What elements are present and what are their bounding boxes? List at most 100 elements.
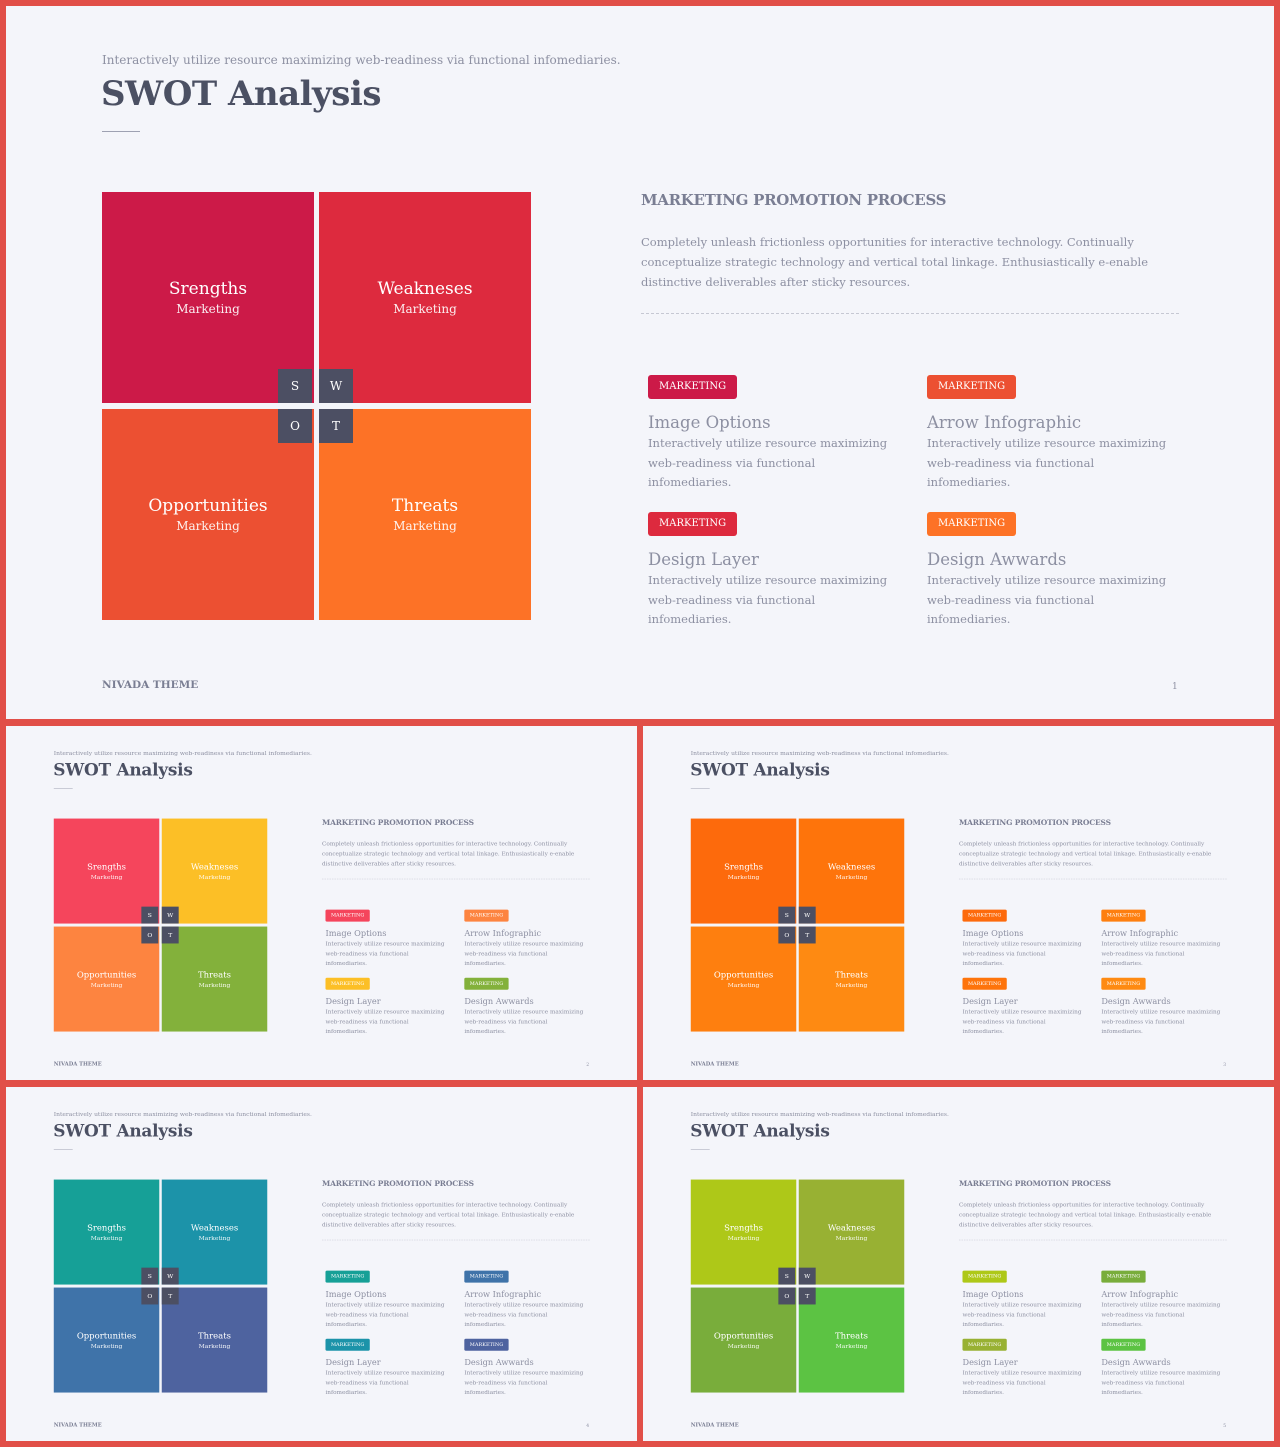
quadrant-title: Srengths <box>724 1222 763 1233</box>
quadrant-subtitle: Marketing <box>198 1342 231 1350</box>
quadrant-subtitle: Marketing <box>198 981 231 989</box>
slide-title: SWOT Analysis <box>690 759 830 780</box>
quadrant-subtitle: Marketing <box>835 981 868 989</box>
feature-title: Design Awwards <box>1101 1357 1171 1368</box>
feature-item: MARKETING Design Layer Interactively uti… <box>325 977 449 1036</box>
marketing-badge: MARKETING <box>648 375 738 399</box>
feature-description: Interactively utilize resource maximizin… <box>927 436 1167 489</box>
quadrant-subtitle: Marketing <box>90 981 123 989</box>
slide-thumbnail[interactable]: Interactively utilize resource maximizin… <box>6 726 637 1080</box>
feature-title: Design Awwards <box>464 996 534 1007</box>
feature-title: Design Awwards <box>927 550 1067 569</box>
quadrant-title: Opportunities <box>713 1330 774 1341</box>
swot-letter-t: T <box>798 926 816 944</box>
slide-thumbnail[interactable]: Interactively utilize resource maximizin… <box>6 1087 637 1441</box>
quadrant-title: Weakneses <box>827 1222 876 1233</box>
quadrant-title: Srengths <box>87 1222 126 1233</box>
feature-item: MARKETING Arrow Infographic Interactivel… <box>464 1270 588 1329</box>
slide-thumbnail[interactable]: Interactively utilize resource maximizin… <box>643 726 1274 1080</box>
slide-subtitle: Interactively utilize resource maximizin… <box>53 1110 312 1118</box>
quadrant-title: Opportunities <box>148 495 268 516</box>
quadrant-title: Threats <box>835 1330 868 1341</box>
quadrant-subtitle: Marketing <box>727 1234 760 1242</box>
quadrant-opportunities: Opportunities Marketing <box>690 1287 797 1393</box>
swot-letter-w: W <box>798 1267 816 1285</box>
quadrant-subtitle: Marketing <box>176 301 240 316</box>
feature-description: Interactively utilize resource maximizin… <box>1101 939 1221 967</box>
feature-title: Arrow Infographic <box>464 1289 542 1299</box>
feature-title: Design Layer <box>325 1357 381 1368</box>
swot-letter-o: O <box>141 926 159 944</box>
slide-title: SWOT Analysis <box>101 74 382 114</box>
feature-item: MARKETING Arrow Infographic Interactivel… <box>1101 909 1225 968</box>
feature-title: Design Layer <box>325 996 381 1007</box>
quadrant-title: Weakneses <box>190 861 239 872</box>
swot-letter-s: S <box>141 906 159 924</box>
feature-item: MARKETING Arrow Infographic Interactivel… <box>464 909 588 968</box>
feature-title: Design Awwards <box>464 1357 534 1368</box>
feature-description: Interactively utilize resource maximizin… <box>325 1369 445 1396</box>
feature-item: MARKETING Design Layer Interactively uti… <box>325 1338 449 1397</box>
feature-description: Interactively utilize resource maximizin… <box>464 1300 584 1328</box>
quadrant-subtitle: Marketing <box>393 518 457 533</box>
process-description: Completely unleash frictionless opportun… <box>321 839 575 867</box>
feature-description: Interactively utilize resource maximizin… <box>648 436 888 489</box>
quadrant-threats: Threats Marketing <box>161 926 268 1032</box>
marketing-badge: MARKETING <box>962 909 1007 922</box>
quadrant-opportunities: Opportunities Marketing <box>690 926 797 1032</box>
quadrant-weaknesses: Weakneses Marketing <box>161 1179 268 1285</box>
slide-main[interactable]: Interactively utilize resource maximizin… <box>6 6 1274 719</box>
marketing-badge: MARKETING <box>325 1338 370 1351</box>
marketing-badge: MARKETING <box>962 1338 1007 1351</box>
swot-letter-s: S <box>778 906 796 924</box>
footer-brand: NIVADA THEME <box>690 1421 739 1428</box>
quadrant-threats: Threats Marketing <box>319 409 531 620</box>
page-number: 4 <box>586 1423 590 1429</box>
slide-subtitle: Interactively utilize resource maximizin… <box>690 1110 949 1118</box>
quadrant-title: Srengths <box>87 861 126 872</box>
quadrant-weaknesses: Weakneses Marketing <box>319 192 531 403</box>
feature-description: Interactively utilize resource maximizin… <box>962 1369 1082 1396</box>
feature-description: Interactively utilize resource maximizin… <box>1101 1369 1221 1396</box>
swot-letter-t: T <box>798 1287 816 1305</box>
quadrant-strengths: Srengths Marketing <box>53 1179 160 1285</box>
marketing-badge: MARKETING <box>1101 1270 1146 1283</box>
quadrant-weaknesses: Weakneses Marketing <box>161 818 268 924</box>
feature-title: Image Options <box>962 928 1024 938</box>
slide-canvas: Interactively utilize resource maximizin… <box>6 1087 637 1441</box>
process-heading: MARKETING PROMOTION PROCESS <box>958 1179 1111 1189</box>
slide-canvas: Interactively utilize resource maximizin… <box>6 726 637 1080</box>
quadrant-subtitle: Marketing <box>835 873 868 881</box>
feature-description: Interactively utilize resource maximizin… <box>648 573 888 626</box>
quadrant-subtitle: Marketing <box>393 301 457 316</box>
feature-title: Design Layer <box>962 1357 1018 1368</box>
feature-title: Arrow Infographic <box>464 928 542 938</box>
quadrant-opportunities: Opportunities Marketing <box>102 409 314 620</box>
feature-item: MARKETING Image Options Interactively ut… <box>962 909 1086 968</box>
feature-description: Interactively utilize resource maximizin… <box>927 573 1167 626</box>
feature-description: Interactively utilize resource maximizin… <box>962 1008 1082 1035</box>
feature-description: Interactively utilize resource maximizin… <box>325 1300 445 1328</box>
slide-thumbnail[interactable]: Interactively utilize resource maximizin… <box>643 1087 1274 1441</box>
slide-subtitle: Interactively utilize resource maximizin… <box>102 53 621 67</box>
slide-canvas: Interactively utilize resource maximizin… <box>643 1087 1274 1441</box>
quadrant-strengths: Srengths Marketing <box>690 818 797 924</box>
quadrant-opportunities: Opportunities Marketing <box>53 1287 160 1393</box>
process-description: Completely unleash frictionless opportun… <box>958 1200 1212 1228</box>
feature-title: Arrow Infographic <box>1101 928 1179 938</box>
feature-item: MARKETING Design Awwards Interactively u… <box>464 1338 588 1397</box>
quadrant-subtitle: Marketing <box>835 1342 868 1350</box>
feature-item: MARKETING Design Layer Interactively uti… <box>962 1338 1086 1397</box>
feature-description: Interactively utilize resource maximizin… <box>464 939 584 967</box>
marketing-badge: MARKETING <box>1101 1338 1146 1351</box>
marketing-badge: MARKETING <box>648 512 738 536</box>
quadrant-title: Opportunities <box>76 1330 137 1341</box>
swot-letter-s: S <box>141 1267 159 1285</box>
feature-item: MARKETING Image Options Interactively ut… <box>325 1270 449 1329</box>
slide-canvas: Interactively utilize resource maximizin… <box>643 726 1274 1080</box>
feature-item: MARKETING Design Awwards Interactively u… <box>1101 1338 1225 1397</box>
quadrant-subtitle: Marketing <box>727 981 760 989</box>
swot-letter-t: T <box>319 409 353 443</box>
quadrant-title: Threats <box>835 969 868 980</box>
feature-description: Interactively utilize resource maximizin… <box>325 939 445 967</box>
